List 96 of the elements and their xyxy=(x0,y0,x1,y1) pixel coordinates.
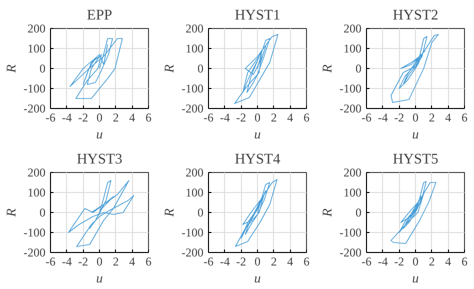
x-axis-title: u xyxy=(254,126,262,142)
x-tick-label: -4 xyxy=(62,254,72,268)
y-tick-label: 0 xyxy=(40,206,46,220)
y-tick-label: 200 xyxy=(28,22,46,36)
x-tick-label: 6 xyxy=(304,254,310,268)
y-tick-label: -200 xyxy=(182,246,204,260)
x-tick-label: 0 xyxy=(96,254,102,268)
x-tick-label: -2 xyxy=(394,254,404,268)
x-tick-label: 0 xyxy=(254,110,260,124)
line-series xyxy=(70,38,123,99)
x-tick-label: -2 xyxy=(394,110,404,124)
x-tick-label: 2 xyxy=(112,110,119,124)
x-tick-label: -2 xyxy=(78,254,88,268)
y-tick-label: 0 xyxy=(40,62,46,76)
y-axis-title: R xyxy=(4,208,19,218)
y-tick-label: 100 xyxy=(344,42,362,56)
x-tick-label: 0 xyxy=(254,254,260,268)
y-tick-label: 100 xyxy=(344,186,362,200)
x-tick-label: -6 xyxy=(204,254,214,268)
y-tick-label: -200 xyxy=(340,246,362,260)
x-axis-title: u xyxy=(96,126,104,142)
y-tick-label: 100 xyxy=(28,186,46,200)
y-tick-label: -100 xyxy=(24,226,46,240)
y-axis-title: R xyxy=(4,64,19,74)
y-tick-label: -100 xyxy=(340,82,362,96)
y-axis-title: R xyxy=(162,64,177,74)
y-tick-label: 200 xyxy=(186,22,204,36)
x-tick-label: 2 xyxy=(428,110,435,124)
chart-title: EPP xyxy=(86,8,112,24)
x-tick-label: 4 xyxy=(287,254,294,268)
x-tick-label: 6 xyxy=(146,254,152,268)
line-series xyxy=(234,34,278,104)
chart-title: HYST3 xyxy=(76,152,122,168)
y-tick-label: 100 xyxy=(186,186,204,200)
x-tick-label: 2 xyxy=(112,254,119,268)
y-tick-label: -200 xyxy=(24,102,46,116)
x-tick-label: 0 xyxy=(96,110,102,124)
y-tick-label: -200 xyxy=(182,102,204,116)
x-tick-label: 6 xyxy=(304,110,310,124)
line-series xyxy=(235,179,278,247)
y-tick-label: -200 xyxy=(340,102,362,116)
x-tick-label: 4 xyxy=(129,110,136,124)
y-axis-title: R xyxy=(320,208,335,218)
x-tick-label: 4 xyxy=(445,254,452,268)
x-axis-title: u xyxy=(412,126,420,142)
y-tick-label: -100 xyxy=(182,226,204,240)
y-axis-title: R xyxy=(320,64,335,74)
y-tick-label: 200 xyxy=(28,166,46,180)
x-tick-label: -2 xyxy=(236,110,246,124)
y-tick-label: -200 xyxy=(24,246,46,260)
x-tick-label: 4 xyxy=(129,254,136,268)
x-tick-label: -4 xyxy=(378,254,388,268)
x-axis-title: u xyxy=(254,270,262,286)
x-tick-label: -6 xyxy=(46,110,56,124)
y-axis-title: R xyxy=(162,208,177,218)
y-tick-label: -100 xyxy=(24,82,46,96)
chart-title: HYST5 xyxy=(392,152,438,168)
line-series xyxy=(68,180,134,247)
x-tick-label: -6 xyxy=(362,110,372,124)
y-tick-label: -100 xyxy=(182,82,204,96)
x-axis-title: u xyxy=(96,270,104,286)
x-tick-label: 6 xyxy=(146,110,152,124)
line-series xyxy=(390,181,436,244)
x-tick-label: -6 xyxy=(362,254,372,268)
x-tick-label: -6 xyxy=(204,110,214,124)
x-tick-label: 0 xyxy=(412,110,418,124)
y-tick-label: 100 xyxy=(28,42,46,56)
x-axis-title: u xyxy=(412,270,420,286)
x-tick-label: -2 xyxy=(78,110,88,124)
x-tick-label: 4 xyxy=(445,110,452,124)
x-tick-label: -6 xyxy=(46,254,56,268)
y-tick-label: 0 xyxy=(198,62,204,76)
x-tick-label: 6 xyxy=(462,254,468,268)
y-tick-label: 200 xyxy=(344,22,362,36)
y-tick-label: 100 xyxy=(186,42,204,56)
y-tick-label: 200 xyxy=(186,166,204,180)
y-tick-label: 0 xyxy=(198,206,204,220)
chart-title: HYST4 xyxy=(234,152,281,168)
x-tick-label: -4 xyxy=(62,110,72,124)
chart-title: HYST2 xyxy=(392,8,438,24)
x-tick-label: 4 xyxy=(287,110,294,124)
x-tick-label: -4 xyxy=(220,110,230,124)
y-tick-label: -100 xyxy=(340,226,362,240)
y-tick-label: 0 xyxy=(356,206,362,220)
x-tick-label: 2 xyxy=(270,254,277,268)
y-tick-label: 0 xyxy=(356,62,362,76)
chart-title: HYST1 xyxy=(234,8,280,24)
x-tick-label: 6 xyxy=(462,110,468,124)
x-tick-label: -4 xyxy=(378,110,388,124)
x-tick-label: -4 xyxy=(220,254,230,268)
x-tick-label: 0 xyxy=(412,254,418,268)
y-tick-label: 200 xyxy=(344,166,362,180)
line-series xyxy=(390,34,439,103)
x-tick-label: 2 xyxy=(270,110,277,124)
x-tick-label: -2 xyxy=(236,254,246,268)
x-tick-label: 2 xyxy=(428,254,435,268)
